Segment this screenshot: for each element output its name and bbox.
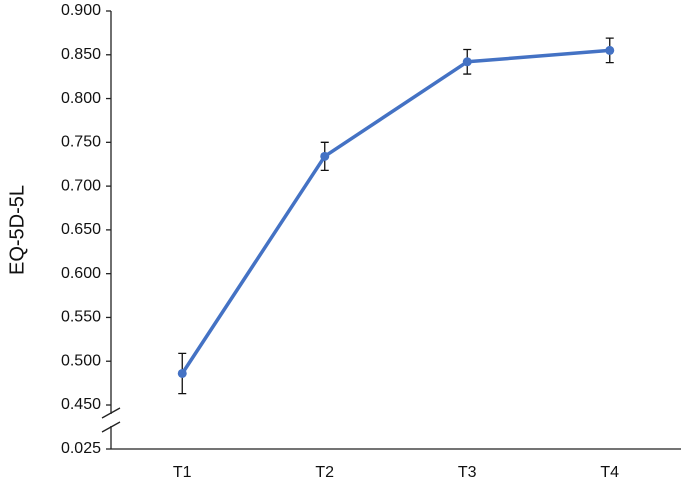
y-tick-label: 0.600 — [61, 265, 101, 282]
y-tick-label: 0.450 — [61, 396, 101, 413]
y-tick-label: 0.750 — [61, 134, 101, 151]
axis-break — [101, 407, 121, 419]
line — [180, 48, 610, 375]
x-tick-label: T3 — [458, 464, 477, 481]
point — [177, 368, 187, 378]
x-tick-label: T2 — [315, 464, 334, 481]
y-tick-label: 0.500 — [61, 352, 101, 369]
y-tick-label: 0.900 — [61, 2, 101, 19]
y-tick-label: 0.650 — [61, 221, 101, 238]
point — [320, 151, 330, 161]
x-tick-label: T1 — [173, 464, 192, 481]
y-tick-label: 0.800 — [61, 90, 101, 107]
point — [462, 57, 472, 67]
y-axis-label: EQ-5D-5L — [6, 185, 28, 275]
y-tick-label: 0.700 — [61, 177, 101, 194]
y-tick-label: 0.025 — [61, 440, 101, 457]
x-tick-label: T4 — [600, 464, 619, 481]
y-tick-label: 0.550 — [61, 309, 101, 326]
axis-break — [101, 421, 121, 433]
point — [605, 45, 615, 55]
y-tick-label: 0.850 — [61, 46, 101, 63]
